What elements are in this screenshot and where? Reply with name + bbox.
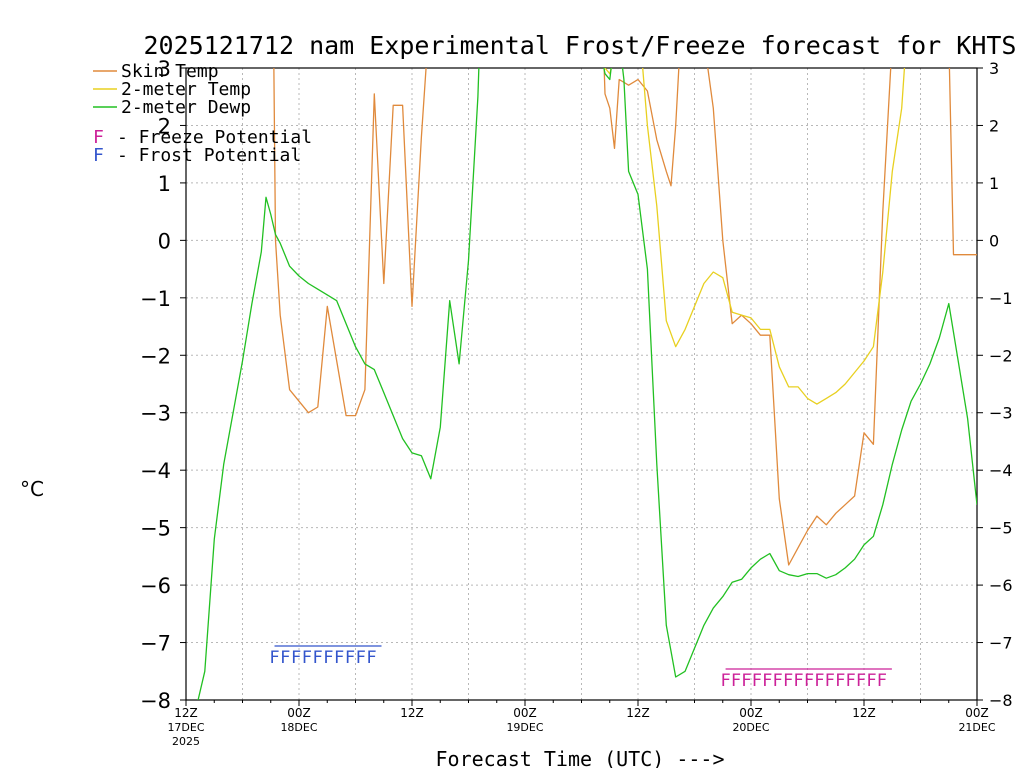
- legend-label: Skin Temp: [121, 61, 219, 82]
- y-tick-label-right: −6: [989, 576, 1013, 595]
- frost-marker: F: [345, 648, 355, 668]
- frost-marker: F: [269, 648, 279, 668]
- x-tick-label: 00Z: [513, 706, 537, 720]
- freeze-marker: F: [762, 671, 772, 691]
- y-tick-label: −4: [140, 459, 171, 483]
- x-tick-label: 00Z: [287, 706, 311, 720]
- y-tick-label-right: 3: [989, 59, 999, 78]
- axes: 3 3 2 2 1 1 0 0 −1 −1 −2 −2 −3 −3 −4 −4 −5 −5 −6 −6 −7 −7 −8 −8…: [140, 57, 1013, 748]
- y-tick-label-right: −1: [989, 289, 1013, 308]
- freeze-marker: F: [752, 671, 762, 691]
- y-tick-label: 2: [158, 114, 171, 138]
- grid-lines: [186, 68, 977, 700]
- freeze-marker: F: [773, 671, 783, 691]
- freeze-marker: F: [731, 671, 741, 691]
- x-tick-date: 19DEC: [506, 721, 543, 734]
- chart-title: 2025121712 nam Experimental Frost/Freeze…: [144, 31, 1017, 60]
- freeze-marker: F: [846, 671, 856, 691]
- y-tick-label-right: 1: [989, 174, 999, 193]
- freeze-marker: F: [814, 671, 824, 691]
- x-tick-label: 12Z: [852, 706, 876, 720]
- freeze-marker: F: [856, 671, 866, 691]
- legend-label: 2-meter Dewp: [121, 97, 251, 118]
- potential-markers: F F F F F F F F F FF F F F F F F F F F F F F F F F: [269, 645, 892, 691]
- x-tick-date: 17DEC: [167, 721, 204, 734]
- frost-marker: F: [366, 648, 376, 668]
- frost-marker: F: [323, 648, 333, 668]
- legend-potential-label: - Frost Potential: [117, 145, 301, 166]
- y-tick-label-right: −3: [989, 404, 1013, 423]
- y-tick-label: −2: [140, 344, 171, 368]
- series-line-2-meter-temp: [604, 68, 906, 405]
- y-tick-label: 3: [158, 57, 171, 81]
- x-tick-label: 12Z: [400, 706, 424, 720]
- freeze-marker: F: [783, 671, 793, 691]
- y-tick-label-right: −2: [989, 346, 1013, 365]
- y-tick-label: −6: [140, 574, 171, 598]
- y-tick-label: −3: [140, 402, 171, 426]
- x-tick-date: 20DEC: [732, 721, 769, 734]
- frost-marker: F: [356, 648, 366, 668]
- series-line-2-meter-dewp: [197, 68, 977, 700]
- series-line-skin-temp: [273, 68, 977, 566]
- y-tick-label-right: −4: [989, 461, 1013, 480]
- series-lines: [197, 68, 977, 700]
- freeze-marker: F: [866, 671, 876, 691]
- legend-label: 2-meter Temp: [121, 79, 251, 100]
- legend-potential-letter: F: [93, 127, 104, 148]
- frost-marker: F: [312, 648, 322, 668]
- plot-frame: [185, 67, 978, 701]
- freeze-marker: F: [877, 671, 887, 691]
- freeze-marker: F: [804, 671, 814, 691]
- x-axis-label: Forecast Time (UTC) --->: [436, 747, 725, 768]
- x-tick-date: 18DEC: [280, 721, 317, 734]
- y-tick-label-right: 0: [989, 231, 999, 250]
- y-tick-label-right: 2: [989, 116, 999, 135]
- freeze-marker: F: [825, 671, 835, 691]
- legend-potential-letter: F: [93, 145, 104, 166]
- frost-marker: F: [302, 648, 312, 668]
- y-tick-label: −7: [140, 632, 171, 656]
- y-tick-label: 0: [158, 229, 171, 253]
- y-tick-label-right: −7: [989, 634, 1013, 653]
- freeze-marker: F: [793, 671, 803, 691]
- legend-potential-label: - Freeze Potential: [117, 127, 312, 148]
- freeze-marker: F: [720, 671, 730, 691]
- y-axis-label: °C: [20, 477, 44, 501]
- frost-marker: F: [280, 648, 290, 668]
- freeze-marker: F: [741, 671, 751, 691]
- frost-marker: F: [334, 648, 344, 668]
- y-tick-label-right: −5: [989, 519, 1013, 538]
- y-tick-label: −5: [140, 517, 171, 541]
- y-tick-label: −8: [140, 689, 171, 713]
- x-tick-year: 2025: [172, 735, 200, 748]
- y-tick-label: −1: [140, 287, 171, 311]
- x-tick-label: 00Z: [739, 706, 763, 720]
- x-tick-label: 00Z: [965, 706, 989, 720]
- y-tick-label-right: −8: [989, 691, 1013, 710]
- x-tick-label: 12Z: [626, 706, 650, 720]
- frost-marker: F: [291, 648, 301, 668]
- x-tick-date: 21DEC: [958, 721, 995, 734]
- x-tick-label: 12Z: [174, 706, 198, 720]
- freeze-marker: F: [835, 671, 845, 691]
- y-tick-label: 1: [158, 172, 171, 196]
